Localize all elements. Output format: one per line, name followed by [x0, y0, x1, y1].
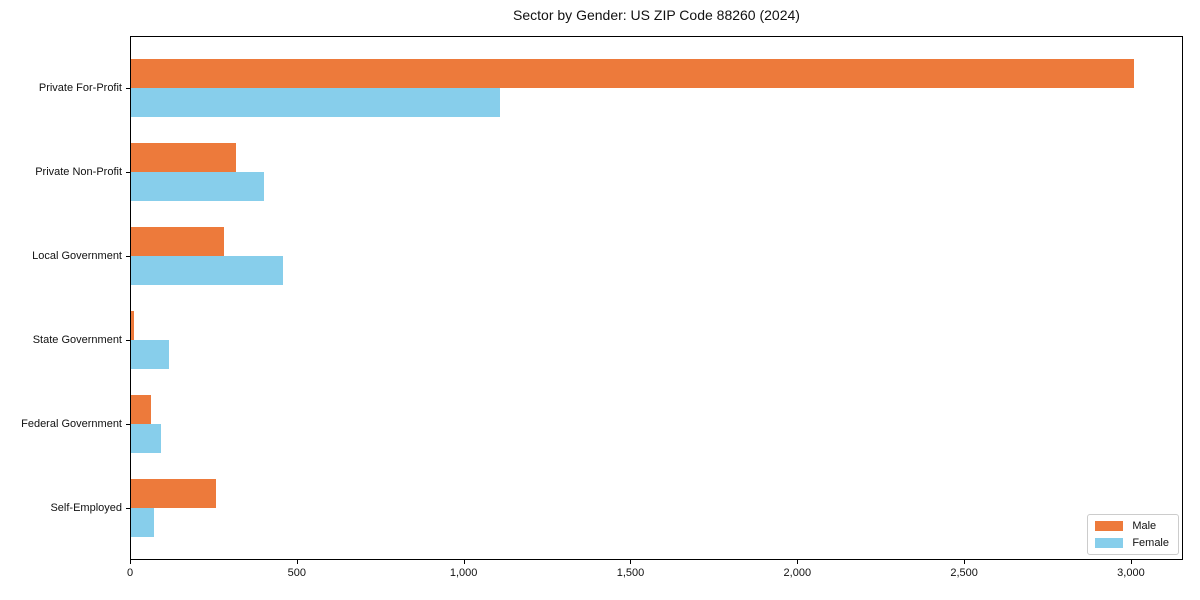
plot-area — [130, 36, 1183, 560]
ytick-mark-private-for-profit — [126, 88, 130, 89]
ytick-mark-local-government — [126, 256, 130, 257]
bar-male-state-government — [131, 311, 135, 340]
xtick-label-3-000: 3,000 — [1117, 567, 1145, 579]
chart-title: Sector by Gender: US ZIP Code 88260 (202… — [513, 7, 800, 23]
legend: Male Female — [1087, 514, 1179, 555]
bar-female-state-government — [131, 340, 170, 369]
legend-entry-male: Male — [1095, 520, 1169, 532]
bar-male-self-employed — [131, 479, 217, 508]
bar-female-private-for-profit — [131, 88, 500, 117]
ytick-label-self-employed: Self-Employed — [50, 502, 122, 514]
legend-swatch-male — [1095, 521, 1124, 531]
xtick-label-1-500: 1,500 — [616, 567, 645, 579]
ytick-label-federal-government: Federal Government — [21, 418, 122, 430]
xtick-mark-1-000 — [463, 560, 465, 564]
legend-label-male: Male — [1132, 520, 1157, 532]
ytick-mark-federal-government — [126, 424, 130, 425]
xtick-label-2-000: 2,000 — [783, 567, 812, 579]
ytick-label-private-non-profit: Private Non-Profit — [35, 166, 122, 178]
bar-male-federal-government — [131, 395, 152, 424]
xtick-mark-2-500 — [964, 560, 966, 564]
xtick-mark-3-000 — [1130, 560, 1132, 564]
ytick-mark-private-non-profit — [126, 172, 130, 173]
bar-male-private-for-profit — [131, 59, 1134, 88]
bar-female-self-employed — [131, 508, 155, 537]
bar-male-private-non-profit — [131, 143, 237, 172]
ytick-mark-self-employed — [126, 508, 130, 509]
ytick-label-private-for-profit: Private For-Profit — [38, 82, 122, 94]
xtick-label-0: 0 — [126, 567, 134, 579]
legend-swatch-female — [1095, 538, 1124, 548]
xtick-mark-0 — [130, 560, 131, 564]
xtick-label-500: 500 — [287, 567, 306, 579]
xtick-mark-2-000 — [797, 560, 799, 564]
legend-label-female: Female — [1132, 537, 1169, 549]
bar-female-local-government — [131, 256, 283, 285]
bar-female-federal-government — [131, 424, 162, 453]
legend-entry-female: Female — [1095, 537, 1169, 549]
bar-male-local-government — [131, 227, 225, 256]
bar-female-private-non-profit — [131, 172, 265, 201]
xtick-label-1-000: 1,000 — [449, 567, 478, 579]
xtick-label-2-500: 2,500 — [950, 567, 978, 579]
ytick-label-state-government: State Government — [32, 334, 122, 346]
ytick-mark-state-government — [126, 340, 130, 341]
xtick-mark-1-500 — [630, 560, 632, 564]
xtick-mark-500 — [296, 560, 298, 564]
ytick-label-local-government: Local Government — [32, 250, 122, 262]
